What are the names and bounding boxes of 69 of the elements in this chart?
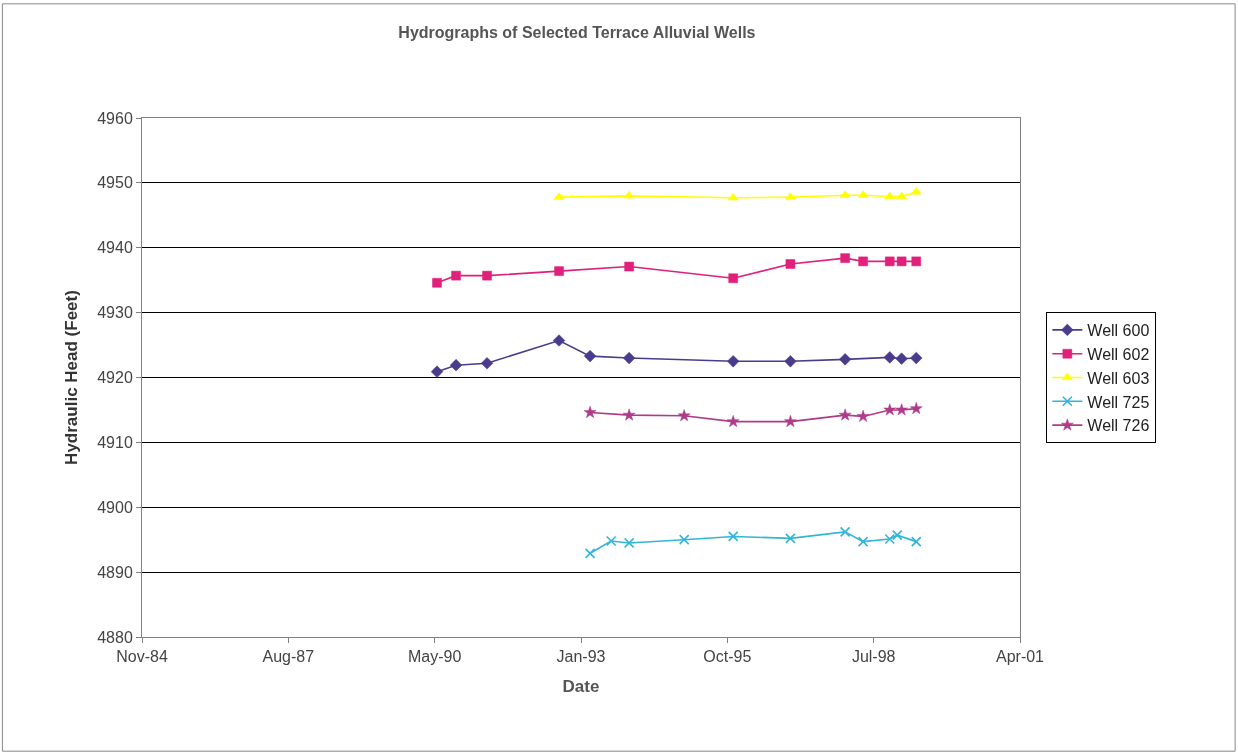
point [895,352,908,365]
point [910,351,923,365]
point [858,256,868,267]
point [910,402,923,414]
x-tick-label: Nov-84 [116,648,168,666]
legend-label: Well 602 [1087,345,1150,363]
y-tick-label: 4950 [97,174,133,192]
chart-title: Hydrographs of Selected Terrace Alluvial Wells [398,23,756,41]
y-tick-label: 4900 [97,498,133,516]
y-tick-label: 4920 [97,369,133,387]
y-tick-label: 4930 [97,304,133,322]
point [605,535,617,547]
x-tick-label: Aug-87 [262,648,315,666]
point [552,334,566,347]
y-tick-label: 4910 [97,433,133,451]
point [623,537,635,549]
point [883,351,896,364]
point [784,415,797,427]
x-tick-label: Jan-93 [556,648,606,666]
x-tick-label: Apr-01 [995,648,1045,666]
point [891,529,903,541]
x-tick-label: Jul-98 [851,648,896,666]
point [432,278,442,288]
point [482,270,492,281]
y-tick-label: 4890 [97,563,133,581]
point [884,533,896,545]
point [896,256,907,267]
point [430,365,444,378]
point [838,408,852,421]
point [857,536,869,547]
point [583,349,597,363]
legend-label: Well 603 [1087,369,1150,387]
point [910,536,922,547]
legend-label: Well 725 [1087,393,1150,411]
point [839,526,851,538]
point [677,409,691,422]
point [583,405,597,418]
point [678,534,690,545]
point [622,408,636,421]
point [451,270,461,281]
point [554,266,564,276]
y-axis-title: Hydraulic Head (Feet) [61,290,81,465]
x-axis-title: Date [562,676,600,696]
point [784,355,797,368]
point [840,253,850,263]
point [623,351,636,365]
point [727,355,740,368]
point [911,256,921,267]
point [584,548,596,559]
point [885,256,895,267]
point [480,357,494,370]
point [785,533,796,544]
point [728,273,738,283]
point [883,403,896,416]
y-tick-label: 4880 [97,628,133,646]
point [856,409,870,422]
legend-label: Well 726 [1087,417,1150,435]
point [449,359,463,372]
y-tick-label: 4960 [97,109,133,127]
point [785,259,796,269]
y-tick-label: 4940 [97,239,133,257]
point [839,353,852,366]
point [624,261,634,272]
point [726,415,740,427]
x-tick-label: May-90 [407,648,462,666]
legend-label: Well 600 [1087,322,1150,340]
point [727,531,739,542]
point [895,403,908,416]
x-tick-label: Oct-95 [703,648,752,666]
